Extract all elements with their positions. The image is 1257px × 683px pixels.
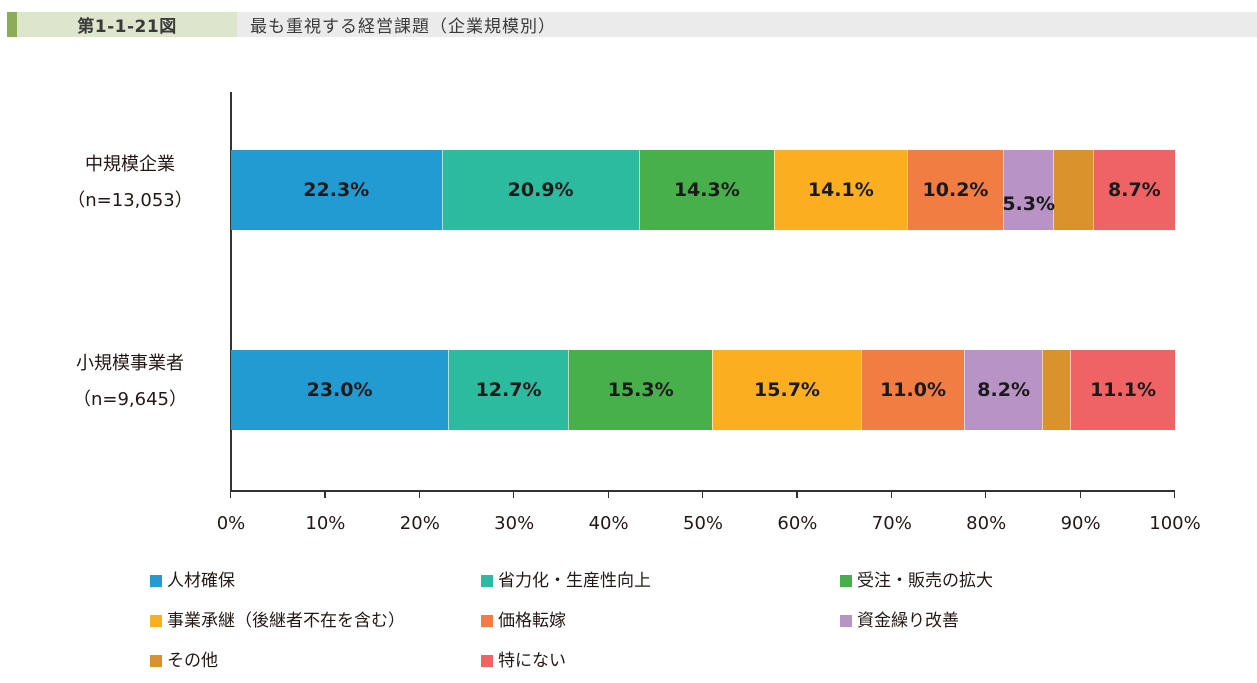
bar-segment: 11.1%	[1070, 350, 1175, 430]
bar-segment: 14.3%	[638, 150, 774, 230]
bar-segment: 8.2%	[964, 350, 1042, 430]
bar-segment	[1041, 350, 1071, 430]
legend-swatch-icon	[840, 614, 852, 627]
x-tick-mark	[1174, 490, 1176, 498]
x-tick-label: 90%	[1060, 513, 1101, 534]
category-name: 中規模企業	[85, 154, 175, 175]
legend-item: 人材確保	[150, 566, 235, 591]
y-axis-line	[230, 92, 232, 492]
x-tick-label: 70%	[871, 513, 912, 534]
bar-segment: 15.7%	[712, 350, 861, 430]
legend-item: 価格転嫁	[481, 606, 566, 631]
bar-segment: 10.2%	[906, 150, 1004, 230]
legend-label: 価格転嫁	[498, 611, 566, 631]
data-label: 12.7%	[475, 379, 542, 401]
category-sample-size: （n=13,053）	[67, 190, 193, 211]
x-tick-mark	[890, 490, 892, 498]
legend-label: 事業承継（後継者不在を含む）	[167, 611, 405, 631]
data-label: 20.9%	[507, 179, 574, 201]
legend-label: 資金繰り改善	[857, 611, 959, 631]
x-tick-mark	[513, 490, 515, 498]
legend-label: 省力化・生産性向上	[498, 571, 651, 591]
bar-segment: 23.0%	[231, 350, 449, 430]
figure-header: 第1-1-21図 最も重視する経営課題（企業規模別）	[7, 12, 1257, 37]
legend-item: その他	[150, 646, 218, 671]
bar-segment: 20.9%	[441, 150, 639, 230]
category-label-medium: 中規模企業 （n=13,053）	[35, 147, 225, 219]
bar-segment: 12.7%	[448, 350, 568, 430]
figure-title: 最も重視する経営課題（企業規模別）	[237, 12, 1257, 37]
x-tick-label: 0%	[216, 513, 246, 534]
header-accent-stripe	[7, 12, 17, 37]
bar-medium-enterprises: 22.3% 20.9% 14.3% 14.1% 10.2% 5.3% 8.7%	[231, 150, 1175, 230]
data-label: 23.0%	[306, 379, 373, 401]
x-tick-label: 20%	[399, 513, 440, 534]
bar-segment: 14.1%	[773, 150, 907, 230]
data-label: 14.3%	[673, 179, 740, 201]
x-tick-mark	[324, 490, 326, 498]
data-label: 8.7%	[1108, 179, 1161, 201]
bar-small-businesses: 23.0% 12.7% 15.3% 15.7% 11.0% 8.2% 11.1%	[231, 350, 1175, 430]
x-tick-label: 50%	[682, 513, 724, 534]
x-tick-mark	[230, 490, 232, 498]
legend-swatch-icon	[481, 614, 493, 627]
legend-label: 人材確保	[167, 571, 235, 591]
legend-item: 特にない	[481, 646, 566, 671]
x-tick-label: 60%	[777, 513, 818, 534]
data-label: 11.0%	[880, 379, 946, 401]
x-tick-mark	[607, 490, 609, 498]
bar-segment: 11.0%	[860, 350, 965, 430]
legend-item: 受注・販売の拡大	[840, 566, 993, 591]
legend-item: 資金繰り改善	[840, 606, 959, 631]
x-tick-mark	[702, 490, 704, 498]
x-tick-label: 40%	[588, 513, 629, 534]
x-tick-mark	[796, 490, 798, 498]
legend-swatch-icon	[481, 574, 493, 587]
data-label: 15.3%	[607, 379, 674, 401]
figure-number: 第1-1-21図	[17, 12, 237, 37]
data-label: 15.7%	[754, 379, 820, 401]
legend-swatch-icon	[150, 654, 162, 667]
x-tick-mark	[418, 490, 420, 498]
category-sample-size: （n=9,645）	[72, 389, 188, 410]
legend-label: 受注・販売の拡大	[857, 571, 993, 591]
data-label: 10.2%	[922, 179, 989, 201]
bar-segment: 8.7%	[1092, 150, 1175, 230]
data-label: 5.3%	[1002, 193, 1056, 215]
x-tick-mark	[985, 490, 987, 498]
legend-swatch-icon	[150, 614, 162, 627]
legend-swatch-icon	[150, 574, 162, 587]
bar-segment	[1053, 150, 1093, 230]
data-label: 22.3%	[303, 179, 370, 201]
bar-segment: 15.3%	[567, 350, 713, 430]
x-tick-label: 80%	[966, 513, 1007, 534]
x-tick-label: 100%	[1149, 513, 1201, 534]
data-label: 8.2%	[977, 379, 1030, 401]
legend-item: 省力化・生産性向上	[481, 566, 651, 591]
data-label: 14.1%	[807, 179, 874, 201]
category-name: 小規模事業者	[76, 353, 184, 374]
x-tick-label: 10%	[305, 513, 346, 534]
legend-item: 事業承継（後継者不在を含む）	[150, 606, 405, 631]
legend-label: 特にない	[498, 651, 566, 671]
bar-segment: 22.3%	[231, 150, 442, 230]
legend-swatch-icon	[840, 574, 852, 587]
bar-segment: 5.3%	[1002, 150, 1056, 230]
data-label: 11.1%	[1090, 379, 1156, 401]
category-label-small: 小規模事業者 （n=9,645）	[35, 346, 225, 418]
x-tick-mark	[1079, 490, 1081, 498]
legend-swatch-icon	[481, 654, 493, 667]
x-tick-label: 30%	[494, 513, 535, 534]
legend-label: その他	[167, 651, 218, 671]
